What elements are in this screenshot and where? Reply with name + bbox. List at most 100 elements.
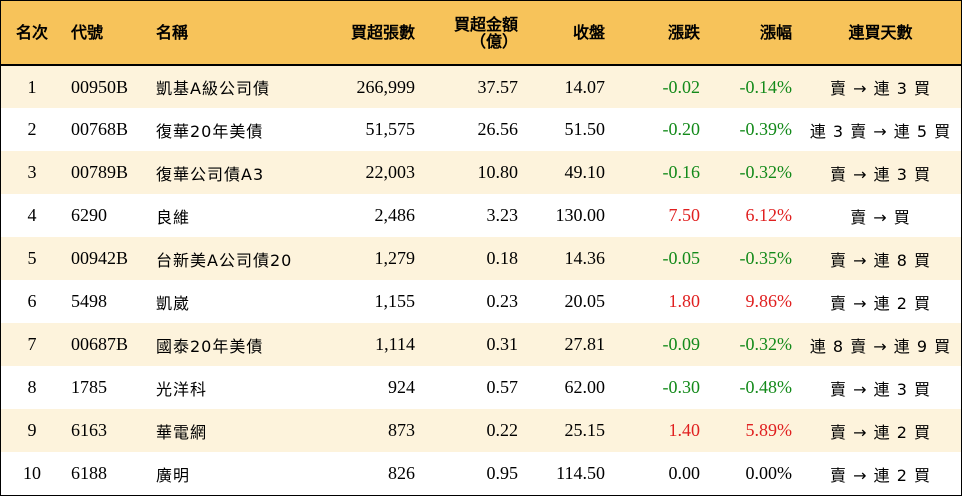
cell-code: 00942B [71,248,129,268]
table-row: 6 5498 凱崴 1,155 0.23 20.05 1.80 9.86% 賣 → 連 2 買 [1,280,961,323]
cell-close: 20.05 [564,291,606,311]
cell-consecutive-days: 賣 → 連 8 買 [830,250,931,270]
cell-change-pct: 6.12% [745,205,793,225]
cell-change: -0.20 [662,119,701,139]
table-row: 7 00687B 國泰20年美債 1,114 0.31 27.81 -0.09 -0.32% 連… [1,323,961,366]
header-consecutive-days: 連買天數 [800,1,961,66]
cell-name: 國泰20年美債 [156,336,264,356]
cell-change: -0.05 [662,248,701,268]
cell-buy-lots: 873 [388,420,415,440]
cell-buy-lots: 266,999 [356,76,416,97]
cell-change-pct: 5.89% [745,420,793,440]
cell-close: 14.36 [564,248,606,268]
cell-close: 114.50 [556,463,605,483]
cell-buy-amount: 0.23 [486,291,519,311]
cell-name: 復華20年美債 [156,121,264,141]
cell-buy-amount: 0.57 [486,377,519,397]
cell-name: 台新美A公司債20 [156,250,293,270]
cell-code: 00789B [71,162,129,182]
cell-change: -0.16 [662,162,701,182]
cell-rank: 4 [27,205,37,225]
header-buy-amount: 買超金額 （億） [423,1,526,66]
header-name: 名稱 [148,1,318,66]
cell-consecutive-days: 連 3 賣 → 連 5 買 [809,121,952,141]
cell-rank: 8 [27,377,37,397]
cell-change: 7.50 [668,205,701,225]
cell-rank: 9 [27,420,37,440]
cell-name: 凱基A級公司債 [156,79,270,98]
cell-code: 1785 [71,377,107,397]
cell-close: 27.81 [564,334,606,354]
header-rank: 名次 [1,1,63,66]
cell-close: 49.10 [564,162,606,182]
cell-buy-amount: 0.31 [486,334,519,354]
cell-change: 1.40 [668,420,701,440]
cell-name: 光洋科 [156,379,208,399]
cell-code: 00687B [71,334,129,354]
cell-code: 00950B [71,76,129,97]
cell-name: 良維 [156,207,191,227]
cell-rank: 6 [27,291,37,311]
header-close: 收盤 [526,1,613,66]
cell-buy-lots: 1,279 [374,248,416,268]
cell-code: 6290 [71,205,107,225]
cell-buy-amount: 3.23 [486,205,519,225]
header-code: 代號 [63,1,148,66]
cell-change-pct: -0.39% [739,119,793,139]
table-body: 1 00950B 凱基A級公司債 266,999 37.57 14.07 -0.02 -0.1… [1,65,961,495]
cell-name: 凱崴 [156,293,191,313]
cell-buy-amount: 26.56 [477,119,519,139]
cell-close: 51.50 [564,119,606,139]
cell-name: 華電網 [156,422,208,442]
header-row: 名次 代號 名稱 買超張數 買超金額 （億） 收盤 漲跌 漲幅 連買天數 [1,1,961,66]
header-change: 漲跌 [613,1,708,66]
table-row: 8 1785 光洋科 924 0.57 62.00 -0.30 -0.48% 賣 → 連 3 買 [1,366,961,409]
cell-consecutive-days: 賣 → 連 3 買 [830,164,931,184]
cell-consecutive-days: 賣 → 買 [850,207,911,227]
table-row: 5 00942B 台新美A公司債20 1,279 0.18 14.36 -0.05 -0.35… [1,237,961,280]
cell-code: 5498 [71,291,107,311]
cell-consecutive-days: 賣 → 連 3 買 [830,79,931,98]
cell-buy-lots: 2,486 [374,205,416,225]
cell-rank: 1 [27,76,37,97]
cell-change: -0.30 [662,377,701,397]
cell-change-pct: -0.35% [739,248,793,268]
cell-change-pct: 0.00% [745,463,793,483]
table-row: 9 6163 華電網 873 0.22 25.15 1.40 5.89% 賣 → 連 2 買 [1,409,961,452]
cell-buy-amount: 0.22 [486,420,519,440]
cell-buy-amount: 0.95 [486,463,519,483]
cell-consecutive-days: 賣 → 連 2 買 [830,465,931,485]
header-buy-lots: 買超張數 [318,1,423,66]
cell-change: -0.02 [662,76,701,97]
cell-consecutive-days: 賣 → 連 2 買 [830,293,931,313]
cell-change: 0.00 [668,463,701,483]
cell-buy-lots: 51,575 [365,119,416,139]
header-buy-amount-line2: （億） [469,31,518,51]
cell-code: 6163 [71,420,107,440]
table-row: 1 00950B 凱基A級公司債 266,999 37.57 14.07 -0.02 -0.1… [1,65,961,108]
cell-consecutive-days: 連 8 賣 → 連 9 買 [809,336,952,356]
table-row: 10 6188 廣明 826 0.95 114.50 0.00 0.00% 賣 → 連 2 買 [1,452,961,495]
cell-buy-lots: 1,155 [374,291,416,311]
cell-close: 14.07 [564,76,606,97]
cell-close: 25.15 [564,420,606,440]
cell-consecutive-days: 賣 → 連 3 買 [830,379,931,399]
cell-code: 6188 [71,463,107,483]
cell-code: 00768B [71,119,129,139]
cell-buy-amount: 0.18 [486,248,519,268]
cell-consecutive-days: 賣 → 連 2 買 [830,422,931,442]
cell-change: 1.80 [668,291,701,311]
cell-buy-lots: 1,114 [375,334,415,354]
cell-change-pct: -0.32% [739,162,793,182]
cell-change-pct: -0.32% [739,334,793,354]
table-row: 3 00789B 復華公司債A3 22,003 10.80 49.10 -0.16 -0.32… [1,151,961,194]
cell-name: 復華公司債A3 [156,164,265,184]
cell-rank: 10 [23,463,41,483]
cell-buy-lots: 924 [388,377,415,397]
cell-name: 廣明 [156,465,191,485]
cell-buy-lots: 826 [388,463,415,483]
header-buy-amount-line1: 買超金額 [453,14,518,34]
cell-change: -0.09 [662,334,701,354]
cell-buy-lots: 22,003 [365,162,416,182]
